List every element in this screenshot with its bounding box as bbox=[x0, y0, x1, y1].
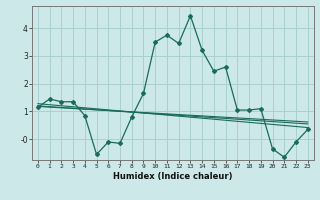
X-axis label: Humidex (Indice chaleur): Humidex (Indice chaleur) bbox=[113, 172, 233, 181]
